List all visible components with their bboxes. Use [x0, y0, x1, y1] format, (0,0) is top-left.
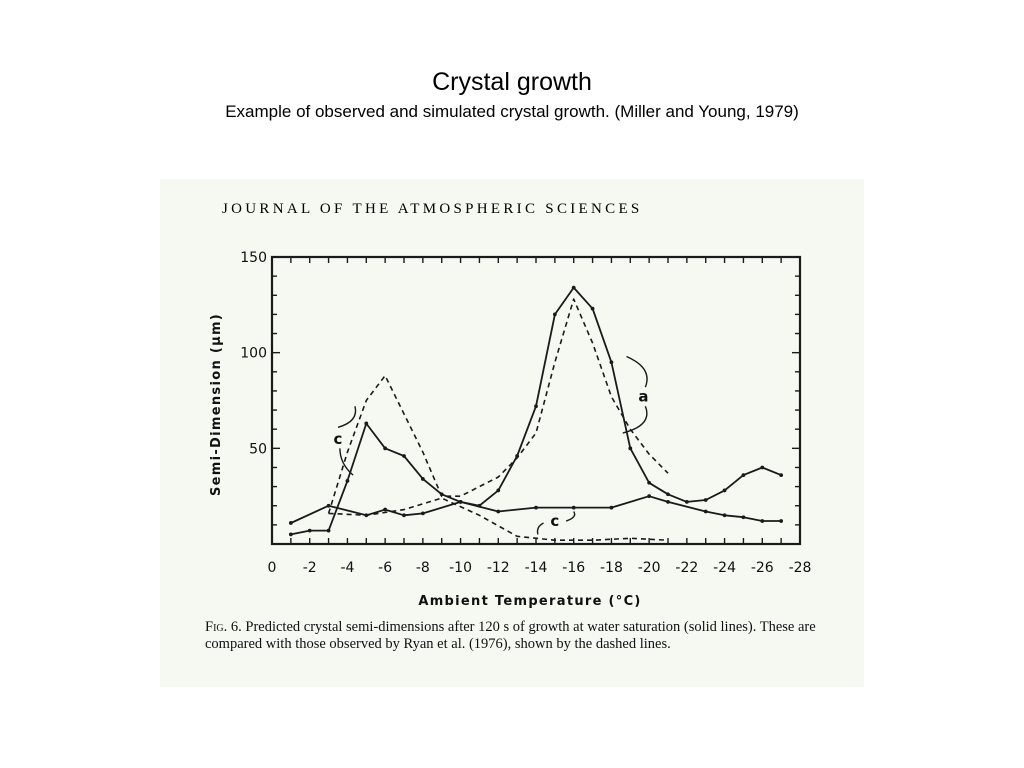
caption-text: Predicted crystal semi-dimensions after … — [205, 619, 816, 652]
scanned-figure: JOURNAL OF THE ATMOSPHERIC SCIENCES 0 -2 -… — [160, 179, 864, 687]
y-tick-label: 100 — [240, 346, 267, 362]
figure-caption: Fig. 6. Predicted crystal semi-dimension… — [205, 619, 820, 653]
data-point — [609, 505, 614, 510]
x-tick-label: -24 — [713, 560, 736, 576]
x-tick-label: -28 — [789, 560, 812, 576]
data-point — [760, 519, 765, 523]
data-point — [345, 478, 350, 483]
x-tick-label: -26 — [751, 560, 774, 576]
data-point — [496, 488, 501, 493]
data-point — [458, 500, 463, 504]
data-point — [760, 465, 765, 470]
x-tick-label: -22 — [675, 560, 698, 576]
data-point — [402, 513, 406, 518]
data-point — [722, 488, 727, 493]
x-tick-label: 0 — [268, 560, 277, 576]
annotation-label: c — [550, 512, 559, 530]
x-tick-label: -2 — [303, 560, 317, 576]
x-axis-title: Ambient Temperature (°C) — [418, 594, 641, 609]
data-point — [326, 528, 331, 533]
data-point — [534, 404, 538, 409]
series-line-2 — [290, 286, 782, 536]
slide-subtitle: Example of observed and simulated crysta… — [225, 102, 799, 121]
data-point — [741, 473, 746, 478]
x-tick-label: -6 — [378, 560, 392, 576]
annotation-leader — [339, 448, 354, 476]
data-point — [628, 446, 633, 451]
x-tick-label: -10 — [449, 560, 472, 576]
annotation-leader — [622, 405, 648, 434]
data-point — [477, 503, 482, 508]
data-point — [402, 454, 406, 458]
data-point — [383, 507, 388, 512]
data-point — [534, 505, 538, 510]
line-chart: 0 -2 -4 -6 -8 -10 -12 -14 -16 -18 -20 -22 -24 -26 -28 5… — [209, 250, 812, 609]
journal-header: JOURNAL OF THE ATMOSPHERIC SCIENCES — [222, 201, 643, 217]
data-point — [326, 503, 331, 508]
x-tick-label: -18 — [600, 560, 623, 576]
data-point — [609, 360, 614, 365]
annotation-label: c — [334, 430, 343, 448]
data-point — [741, 515, 746, 520]
y-axis-title: Semi-Dimension (µm) — [209, 313, 224, 496]
data-point — [420, 477, 425, 481]
data-point — [288, 521, 293, 525]
y-tick-label: 150 — [240, 250, 267, 266]
series-line-4 — [328, 497, 669, 542]
data-point — [647, 494, 652, 499]
x-tick-label: -14 — [525, 560, 548, 576]
data-point — [647, 480, 652, 485]
data-point — [684, 500, 689, 504]
annotation-leader — [536, 522, 544, 535]
data-point — [307, 528, 312, 533]
annotation-leader — [337, 406, 357, 428]
annotation-label: a — [638, 388, 648, 406]
series-line-1 — [290, 495, 782, 524]
caption-label: Fig. 6. — [205, 619, 242, 635]
data-point — [383, 446, 388, 451]
x-tick-label: -20 — [638, 560, 661, 576]
data-point — [420, 511, 425, 516]
x-tick-label: -8 — [416, 560, 430, 576]
x-tick-label: -16 — [562, 560, 585, 576]
data-point — [666, 500, 670, 504]
series-line-3 — [327, 298, 669, 514]
data-point — [666, 492, 670, 497]
data-point — [552, 312, 557, 317]
data-point — [496, 509, 501, 514]
y-tick-label: 50 — [249, 441, 267, 457]
data-point — [288, 532, 293, 537]
data-point — [779, 473, 784, 478]
data-point — [722, 513, 727, 518]
data-point — [571, 285, 576, 290]
x-tick-label: -4 — [340, 560, 354, 576]
data-point — [703, 498, 708, 502]
x-tick-label: -12 — [487, 560, 510, 576]
data-point — [779, 519, 784, 523]
data-point — [703, 509, 708, 514]
data-point — [571, 505, 576, 510]
annotation-leader — [626, 355, 648, 388]
slide-title: Crystal growth — [432, 68, 592, 96]
data-point — [590, 306, 595, 311]
annotation-leader — [565, 511, 576, 522]
plot-frame — [270, 255, 802, 546]
data-point — [364, 421, 369, 426]
